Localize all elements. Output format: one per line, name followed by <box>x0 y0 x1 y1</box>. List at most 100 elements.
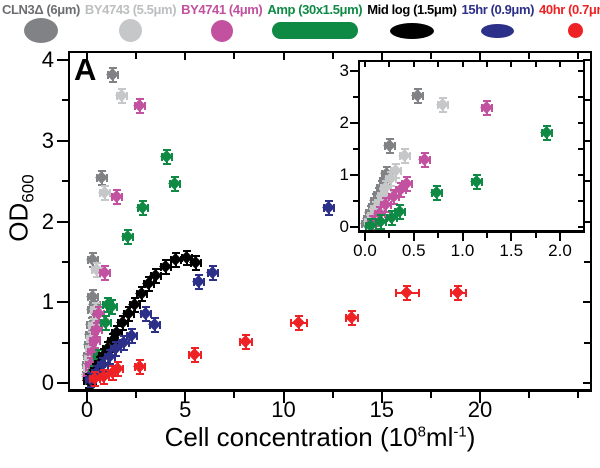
legend-label: 40hr (0.7μm) <box>539 2 600 17</box>
rod-marker-icon <box>271 22 358 40</box>
axis-tick <box>350 226 358 228</box>
axis-tick <box>528 392 531 398</box>
x-tick-label: 5 <box>179 397 192 422</box>
axis-tick <box>62 260 68 263</box>
axis-tick <box>62 180 68 183</box>
axis-tick <box>86 392 88 403</box>
axis-tick <box>584 180 590 183</box>
legend-entry-2: BY4741 (4μm) <box>181 2 263 44</box>
x-tick-label: 1.5 <box>499 241 524 260</box>
legend-label: 15hr (0.9μm) <box>461 2 535 17</box>
axis-tick <box>437 233 440 238</box>
axis-tick <box>353 96 358 98</box>
legend-entry-3: Amp (30x1.5μm) <box>267 2 363 44</box>
circle-marker-icon <box>210 19 233 42</box>
ellipse-marker-icon <box>119 19 143 43</box>
axis-tick <box>388 62 391 67</box>
axis-tick <box>412 62 415 67</box>
axis-tick <box>350 122 358 124</box>
y-axis-title-text: OD <box>3 202 34 242</box>
legend-entry-5: 15hr (0.9μm) <box>461 2 535 44</box>
axis-tick <box>233 53 236 59</box>
axis-tick <box>578 226 583 228</box>
axis-tick <box>135 392 138 398</box>
axis-tick <box>233 392 236 398</box>
axis-tick <box>57 139 68 142</box>
x-tick-label: 0.0 <box>353 241 377 260</box>
y-tick-label: 0 <box>339 217 349 236</box>
legend-marker-wrap <box>210 17 233 44</box>
axis-tick <box>57 301 68 304</box>
legend-marker-wrap <box>567 17 583 44</box>
axis-tick <box>583 301 590 304</box>
axis-tick <box>578 148 583 150</box>
points-layer <box>70 53 590 389</box>
x-axis-title-unit: ml <box>425 422 454 452</box>
axis-tick <box>353 200 358 202</box>
axis-tick <box>350 174 358 176</box>
x-tick-label: 20 <box>467 397 493 422</box>
x-axis-title: Cell concentration (108ml-1) <box>40 422 600 453</box>
ellipse-marker-icon <box>23 18 58 44</box>
axis-tick <box>429 53 432 59</box>
axis-tick <box>62 99 68 102</box>
axis-tick <box>510 233 513 241</box>
axis-tick <box>86 53 88 60</box>
axis-tick <box>350 70 358 72</box>
legend-entry-1: BY4743 (5.5μm) <box>84 2 177 44</box>
legend-label: Amp (30x1.5μm) <box>267 2 363 17</box>
y-tick-label: 1 <box>339 165 349 184</box>
legend-entry-0: CLN3Δ (6μm) <box>2 2 80 44</box>
legend-marker-wrap <box>119 17 143 44</box>
legend-marker-wrap <box>271 17 358 44</box>
legend-entry-6: 40hr (0.7μm) <box>539 2 600 44</box>
ellipse-marker-icon <box>389 22 434 39</box>
y-tick-label: 3 <box>41 127 54 153</box>
x-tick-label: 0 <box>80 397 94 422</box>
axis-tick <box>559 233 561 241</box>
axis-tick <box>485 62 488 67</box>
x-tick-label: 15 <box>369 397 394 422</box>
axis-tick <box>57 382 68 384</box>
axis-tick <box>461 233 464 241</box>
axis-tick <box>331 392 334 398</box>
x-axis-title-close: ) <box>466 422 476 452</box>
circle-marker-icon <box>567 23 583 39</box>
axis-tick <box>578 122 583 124</box>
axis-tick <box>528 53 531 59</box>
axis-tick <box>577 392 580 398</box>
plot-border <box>68 51 592 392</box>
axis-tick <box>583 220 590 223</box>
axis-tick <box>584 99 590 102</box>
axis-tick <box>534 233 537 238</box>
x-tick-label: 2.0 <box>548 241 572 260</box>
axis-tick <box>461 62 464 67</box>
x-tick-label: 0.5 <box>401 241 426 260</box>
axis-tick <box>578 200 583 202</box>
axis-tick <box>437 62 440 67</box>
legend-marker-wrap <box>481 17 515 44</box>
y-tick-label: 0 <box>41 370 54 395</box>
y-axis-title: OD600 <box>3 174 38 241</box>
panel-label: A <box>74 52 97 87</box>
legend-marker-wrap <box>389 17 434 44</box>
axis-tick <box>485 233 488 238</box>
x-tick-label: 1.0 <box>450 241 475 260</box>
axis-tick <box>364 233 366 241</box>
axis-tick <box>184 392 187 403</box>
legend-label: BY4743 (5.5μm) <box>84 2 177 17</box>
axis-tick <box>584 341 590 344</box>
y-tick-label: 1 <box>41 289 54 315</box>
y-axis-title-subscript: 600 <box>18 174 38 203</box>
axis-tick <box>559 62 561 67</box>
axis-tick <box>578 96 583 98</box>
axis-tick <box>583 139 590 142</box>
axis-tick <box>583 59 590 61</box>
y-tick-label: 3 <box>339 61 349 80</box>
axis-tick <box>135 53 138 59</box>
legend-marker-wrap <box>23 17 58 44</box>
legend-entry-4: Mid log (1.5μm) <box>367 2 457 44</box>
legend: CLN3Δ (6μm) BY4743 (5.5μm) BY4741 (4μm) Amp… <box>2 2 600 44</box>
axis-tick <box>62 341 68 344</box>
